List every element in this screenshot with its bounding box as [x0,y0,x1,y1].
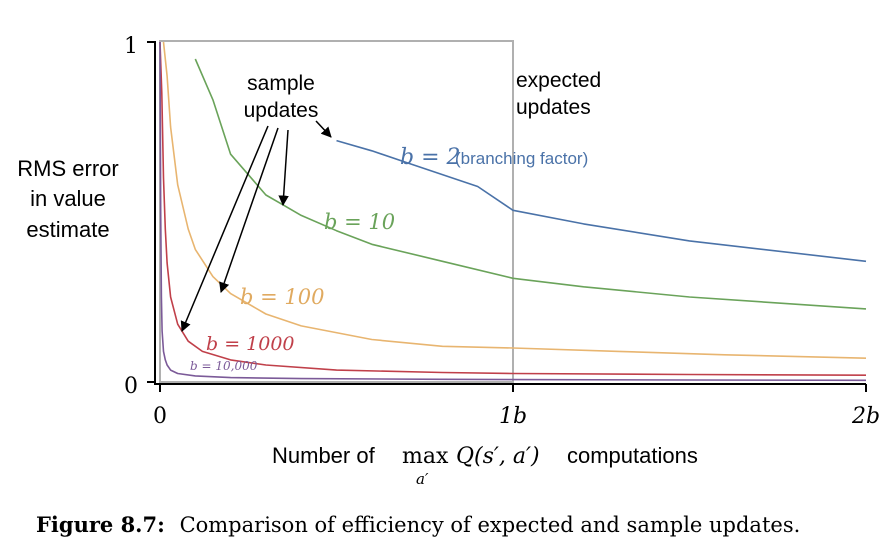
arrow-to-b1000 [180,125,269,332]
x-axis-label-expr: Q(s′, a′) [456,444,540,469]
expected-updates-label-line-2: updates [516,96,591,119]
series-line-b2 [336,139,867,263]
x-tick-label-1: 1b [499,404,527,429]
series-line-b1000 [159,41,867,377]
series-group [159,41,867,382]
sample-updates-label-line-2: updates [244,99,319,122]
y-axis-label-line-1: RMS error [17,156,118,181]
x-axis-label-suffix: computations [567,443,698,468]
series-line-b100 [162,41,867,359]
branching-factor-note: (branching factor) [455,149,588,168]
arrow-to-b2 [315,120,332,138]
series-label-b10000: b = 10,000 [190,359,258,373]
x-tick-label-2: 2b [851,404,880,429]
expected-updates-label-line-1: expected [516,69,601,92]
x-tick-label-0: 0 [153,404,167,429]
figure-caption-label: Figure 8.7: [36,512,165,537]
series-label-b1000: b = 1000 [206,333,295,355]
series-label-b2: b = 2 [400,145,461,170]
arrow-to-b100 [219,127,279,293]
x-axis-label-max-sub: a′ [416,470,429,488]
x-axis-label-prefix: Number of [272,443,376,468]
figure-caption-text: Comparison of efficiency of expected and… [180,513,801,537]
sample-updates-label-line-1: sample [247,72,315,95]
series-label-b100: b = 100 [240,285,324,309]
x-axis-label-max: max [402,444,449,469]
figure-caption: Figure 8.7: Comparison of efficiency of … [36,512,800,537]
y-tick-label-0: 0 [124,374,138,399]
y-axis-label-line-2: in value [30,186,106,211]
y-tick-label-1: 1 [124,34,138,59]
series-line-b10000 [159,41,867,382]
y-axis-label-line-3: estimate [26,217,109,242]
arrow-to-b10 [278,129,289,207]
series-label-b10: b = 10 [324,210,395,234]
series-line-b10 [194,58,867,310]
